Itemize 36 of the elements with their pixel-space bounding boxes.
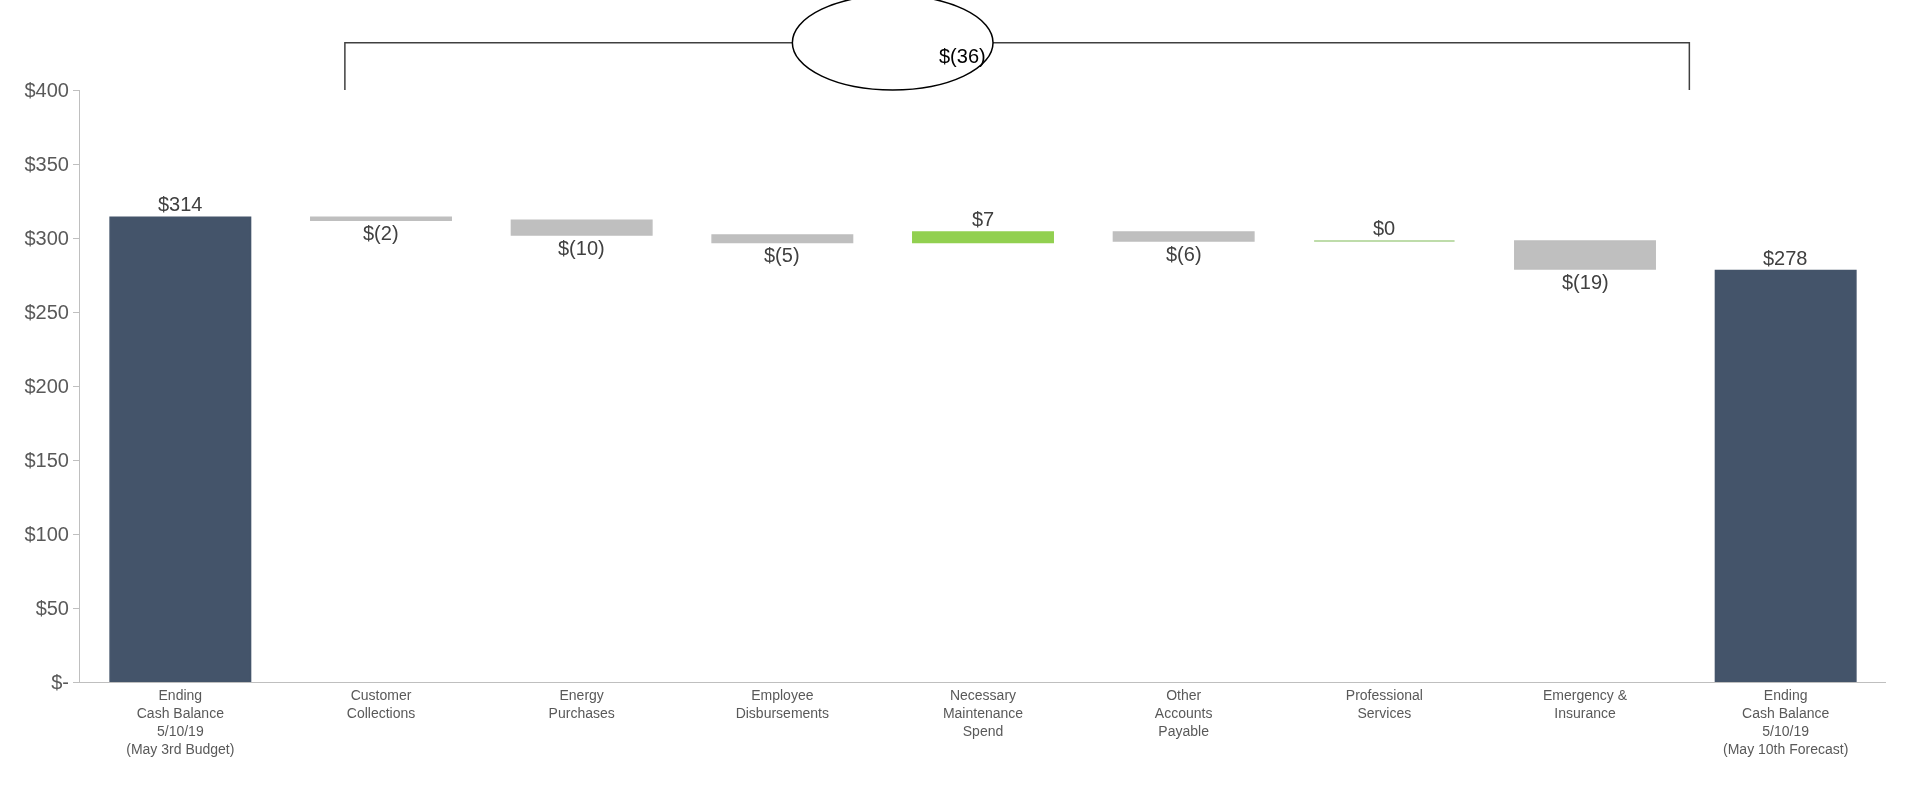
x-tick-label: Emergency & Insurance (1542, 686, 1628, 721)
data-label: $314 (158, 193, 203, 215)
x-tick-label: Ending Cash Balance 5/10/19 (May 10th Forecast) (1723, 686, 1849, 758)
x-tick-label: Ending Cash Balance 5/10/19 (May 3rd Budget) (126, 686, 235, 758)
bar (1514, 240, 1656, 270)
x-tick-label: Other Accounts Payable (1154, 686, 1213, 740)
bar (1714, 269, 1857, 682)
text: $(36) (939, 45, 986, 67)
y-tick-label: $250 (24, 301, 69, 323)
bar (711, 234, 854, 244)
x-tick-label: Professional Services (1345, 686, 1423, 721)
y-tick-label: $- (51, 671, 69, 693)
data-label: $0 (1373, 217, 1396, 239)
data-label: $(10) (558, 237, 605, 259)
data-label: $7 (972, 208, 995, 230)
bar (1112, 231, 1255, 242)
y-tick-label: $400 (24, 79, 69, 101)
y-tick-label: $50 (35, 597, 69, 619)
y-tick-label: $200 (24, 375, 69, 397)
x-tick-label: Customer Collections (346, 686, 416, 721)
data-label: $278 (1763, 247, 1808, 269)
x-tick-label: Energy Purchases (548, 686, 615, 721)
y-tick-label: $350 (24, 153, 69, 175)
data-label: $(19) (1562, 271, 1609, 293)
data-label: $(5) (764, 244, 800, 266)
data-label: $(2) (363, 222, 399, 244)
bar (310, 216, 452, 221)
data-label: $(6) (1166, 243, 1202, 265)
x-tick-label: Employee Disbursements (735, 686, 830, 721)
bar (510, 219, 653, 236)
y-tick-label: $100 (24, 523, 69, 545)
bar (912, 231, 1054, 244)
x-tick-label: Necessary Maintenance Spend (942, 686, 1024, 740)
y-tick-label: $150 (24, 449, 69, 471)
y-tick-label: $300 (24, 227, 69, 249)
bar (109, 216, 252, 682)
